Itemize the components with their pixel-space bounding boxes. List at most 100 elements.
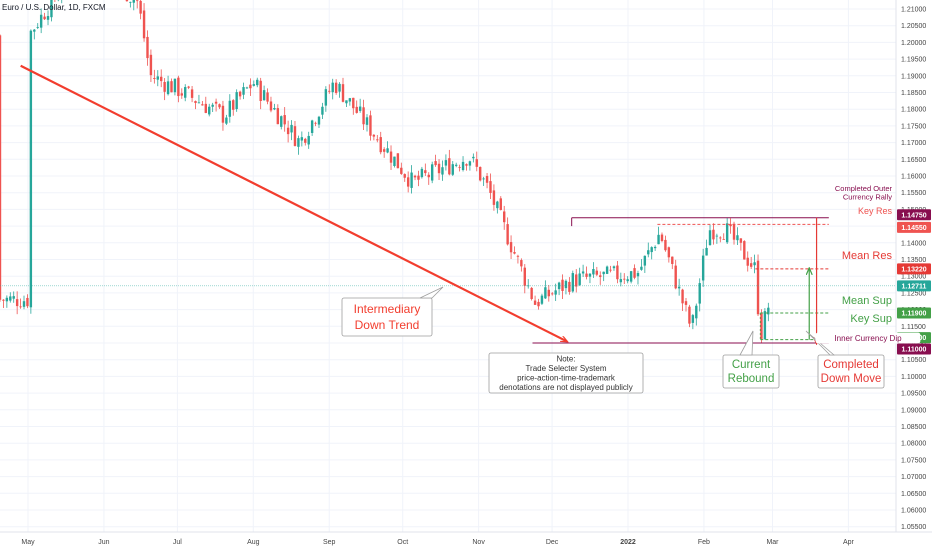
candle-body — [335, 83, 337, 93]
candle-body — [506, 224, 508, 244]
candle-body — [150, 55, 152, 75]
x-tick-label: Jun — [98, 539, 109, 546]
y-tick-label: 1.05500 — [901, 524, 926, 531]
candle-body — [191, 89, 193, 98]
candle-body — [242, 87, 244, 95]
y-tick-label: 1.18000 — [901, 107, 926, 114]
candle-body — [205, 104, 207, 113]
candle-body — [626, 279, 628, 281]
candle-body — [359, 107, 361, 111]
candle-body — [345, 100, 347, 103]
y-tick-label: 1.08000 — [901, 441, 926, 448]
candle-body — [500, 198, 502, 210]
y-tick-label: 1.20000 — [901, 40, 926, 47]
candle-body — [445, 160, 447, 165]
candle-body — [239, 92, 241, 97]
candle-body — [431, 164, 433, 180]
candle-body — [390, 152, 392, 163]
candle-body — [311, 120, 313, 132]
y-tick-label: 1.21000 — [901, 7, 926, 14]
y-tick-label: 1.18500 — [901, 90, 926, 97]
annotation-text: Intermediary — [354, 302, 421, 316]
price-tag-value: 1.14750 — [901, 212, 926, 219]
y-tick-label: 1.11500 — [901, 324, 926, 331]
candle-body — [465, 164, 467, 166]
candle-body — [578, 274, 580, 285]
candle-body — [452, 164, 454, 175]
candle-body — [424, 170, 426, 173]
candle-body — [373, 135, 375, 137]
candle-body — [637, 273, 639, 276]
x-tick-label: Feb — [698, 539, 710, 546]
candle-body — [37, 27, 39, 28]
candle-body — [6, 298, 8, 302]
candle-body — [462, 162, 464, 170]
candle-body — [136, 0, 138, 1]
candle-body — [304, 139, 306, 143]
x-tick-label: Aug — [247, 539, 260, 546]
candle-body — [246, 87, 248, 88]
candle-body — [681, 290, 683, 304]
annotation-text: Down Move — [821, 373, 882, 385]
candle-body — [513, 252, 515, 254]
candle-body — [129, 2, 131, 3]
candle-body — [554, 290, 556, 294]
annotation-text: denotations are not displayed publicly — [499, 383, 632, 392]
candle-body — [644, 256, 646, 266]
candle-body — [616, 266, 618, 280]
candle-body — [750, 263, 752, 267]
x-tick-label: Apr — [843, 539, 855, 546]
candle-body — [441, 167, 443, 174]
candle-body — [218, 104, 220, 107]
candle-body — [26, 298, 28, 306]
candle-body — [283, 115, 285, 124]
candle-body — [201, 104, 203, 105]
y-tick-label: 1.16000 — [901, 174, 926, 181]
candle-body — [510, 242, 512, 252]
annotation-text: Down Trend — [355, 318, 420, 332]
candle-body — [338, 84, 340, 92]
candle-body — [496, 202, 498, 209]
candle-body — [222, 106, 224, 123]
candle-body — [277, 108, 279, 124]
candle-body — [404, 174, 406, 178]
candle-body — [208, 107, 210, 115]
x-tick-label: 2022 — [620, 539, 636, 546]
candle-body — [726, 223, 728, 242]
candle-body — [266, 92, 268, 101]
candle-body — [290, 125, 292, 133]
candle-body — [719, 238, 721, 239]
candle-body — [397, 153, 399, 168]
candle-body — [249, 85, 251, 89]
candle-body — [342, 84, 344, 102]
y-tick-label: 1.17500 — [901, 123, 926, 130]
candle-body — [764, 311, 766, 339]
candle-body — [280, 116, 282, 127]
candle-body — [211, 105, 213, 107]
candle-body — [225, 118, 227, 124]
candle-body — [13, 296, 15, 299]
candle-body — [198, 102, 200, 103]
price-tag-value: 1.12711 — [902, 283, 927, 290]
candle-body — [575, 274, 577, 286]
candle-body — [314, 123, 316, 124]
annotation-text: Rebound — [728, 373, 775, 385]
candle-body — [352, 98, 354, 108]
y-tick-label: 1.13000 — [901, 274, 926, 281]
y-tick-label: 1.06000 — [901, 508, 926, 515]
candle-body — [40, 15, 42, 28]
y-tick-label: 1.12500 — [901, 290, 926, 297]
candle-body — [609, 270, 611, 271]
annotation-text: Current — [732, 359, 771, 371]
y-tick-label: 1.17000 — [901, 140, 926, 147]
candle-body — [747, 258, 749, 266]
candle-body — [688, 307, 690, 324]
candle-body — [657, 235, 659, 244]
candle-body — [709, 230, 711, 245]
candle-body — [503, 211, 505, 222]
annotation-text: Completed — [823, 359, 879, 371]
x-tick-label: Oct — [397, 539, 408, 546]
candle-body — [651, 247, 653, 252]
candle-body — [493, 190, 495, 204]
